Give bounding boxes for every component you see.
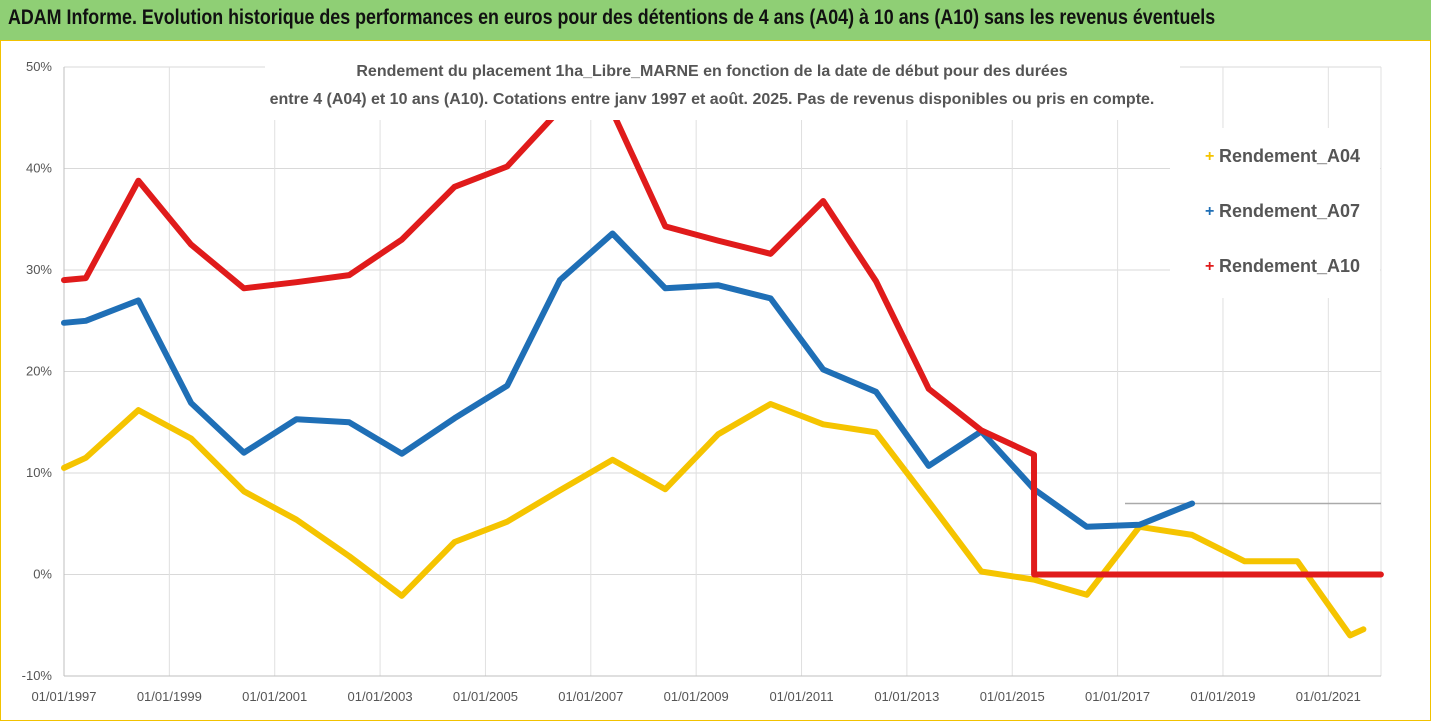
x-tick-label: 01/01/2021 [1296, 689, 1361, 704]
y-tick-label: 50% [26, 59, 52, 74]
chart-title-line-2: entre 4 (A04) et 10 ans (A10). Cotations… [270, 91, 1155, 108]
x-tick-label: 01/01/2011 [769, 689, 833, 704]
x-tick-label: 01/01/2019 [1190, 689, 1255, 704]
y-tick-label: 30% [26, 262, 52, 277]
y-tick-label: -10% [22, 668, 53, 683]
x-tick-label: 01/01/2015 [980, 689, 1045, 704]
performance-line-chart: 50%40%30%20%10%0%-10% 01/01/1997 01/01/19… [0, 40, 1431, 721]
y-axis-tick-labels: 50% 40% 30% 20% 10% 0% -10% [22, 59, 53, 683]
y-tick-label: 40% [26, 161, 52, 176]
x-tick-label: 01/01/2001 [242, 689, 307, 704]
chart-title-box [265, 50, 1180, 120]
series-line-rendement-a04 [61, 401, 1367, 639]
legend-label: Rendement_A10 [1219, 256, 1360, 276]
legend-marker-icon: + [1205, 258, 1214, 275]
x-axis-tick-labels: 01/01/1997 01/01/1999 01/01/2001 01/01/2003… [31, 689, 1360, 704]
y-tick-label: 0% [33, 567, 52, 582]
y-tick-label: 10% [26, 465, 52, 480]
x-tick-label: 01/01/2003 [348, 689, 413, 704]
x-tick-label: 01/01/2007 [558, 689, 623, 704]
legend-label: Rendement_A07 [1219, 201, 1360, 221]
x-tick-label: 01/01/2009 [664, 689, 729, 704]
legend-label: Rendement_A04 [1219, 146, 1360, 166]
chart-title-line-1: Rendement du placement 1ha_Libre_MARNE e… [356, 63, 1067, 80]
x-tick-label: 01/01/1999 [137, 689, 202, 704]
series-line-rendement-a07 [61, 230, 1196, 530]
x-tick-label: 01/01/2013 [874, 689, 939, 704]
legend-box [1170, 128, 1380, 298]
legend-marker-icon: + [1205, 148, 1214, 165]
report-banner: ADAM Informe. Evolution historique des p… [0, 0, 1431, 41]
chart-legend: + Rendement_A04 + Rendement_A07 + Rendement_A… [1205, 146, 1360, 276]
legend-marker-icon: + [1205, 203, 1214, 220]
y-tick-label: 20% [26, 364, 52, 379]
report-banner-title: ADAM Informe. Evolution historique des p… [8, 6, 1216, 29]
x-tick-label: 01/01/2005 [453, 689, 518, 704]
x-tick-label: 01/01/2017 [1085, 689, 1150, 704]
x-tick-label: 01/01/1997 [31, 689, 96, 704]
